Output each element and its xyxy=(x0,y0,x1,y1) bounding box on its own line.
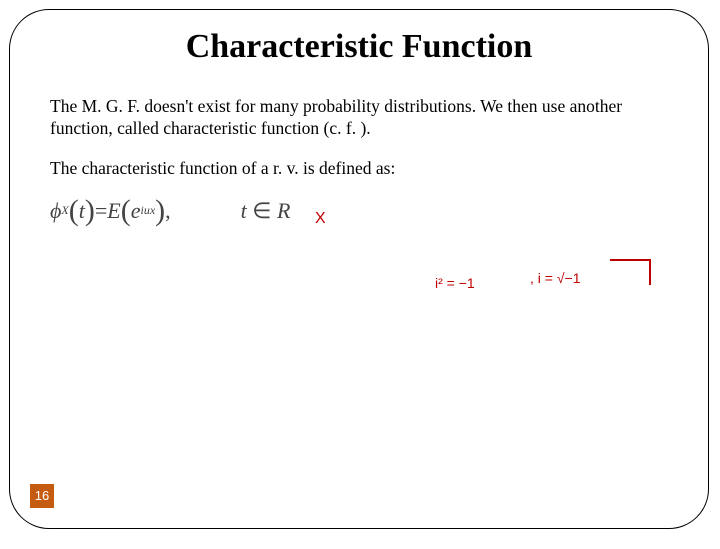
lparen-2: ( xyxy=(121,199,131,223)
page-number-badge: 16 xyxy=(30,484,54,508)
body-text: The M. G. F. doesn't exist for many prob… xyxy=(50,96,668,180)
e-symbol: e xyxy=(131,198,141,224)
annotation-x: X xyxy=(315,210,326,228)
formula-lhs: ϕ X ( t ) = E ( e iux ) , xyxy=(50,198,171,224)
annotation-box-icon xyxy=(605,255,655,290)
slide-frame: Characteristic Function The M. G. F. doe… xyxy=(9,9,709,529)
lparen-1: ( xyxy=(69,199,79,223)
paragraph-1: The M. G. F. doesn't exist for many prob… xyxy=(50,96,668,140)
formula: ϕ X ( t ) = E ( e iux ) , t ∈ R xyxy=(50,198,708,224)
rparen-1: ) xyxy=(85,199,95,223)
comma: , xyxy=(165,198,171,224)
in-symbol: ∈ xyxy=(252,198,277,223)
annotation-i-sqrt: , i = √−1 xyxy=(530,270,581,286)
formula-domain: t ∈ R xyxy=(241,198,291,224)
annotation-i-squared: i² = −1 xyxy=(435,275,475,291)
rparen-2: ) xyxy=(155,199,165,223)
R-symbol: R xyxy=(277,198,290,223)
t-2: t xyxy=(241,198,247,223)
exponent: iux xyxy=(141,203,156,218)
eq-sign: = xyxy=(95,198,107,224)
slide-title: Characteristic Function xyxy=(10,28,708,66)
E-symbol: E xyxy=(107,198,120,224)
phi-symbol: ϕ xyxy=(50,198,61,224)
paragraph-2: The characteristic function of a r. v. i… xyxy=(50,158,668,180)
phi-sub: X xyxy=(61,203,68,218)
